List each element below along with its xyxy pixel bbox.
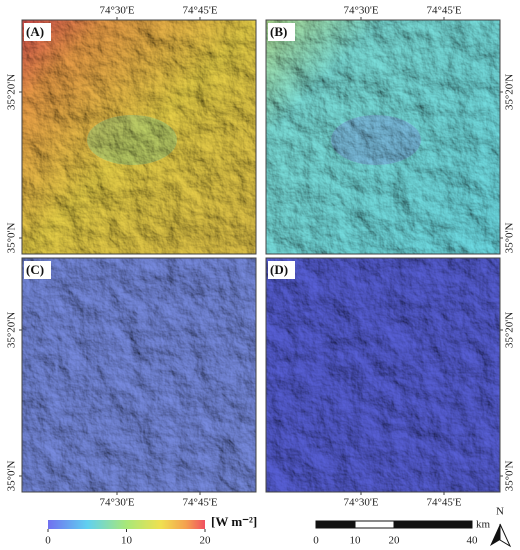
map-frame [21, 257, 257, 493]
map-frame [21, 19, 257, 255]
lon-label: 74°45'E [182, 5, 217, 17]
lon-label: 74°45'E [182, 497, 217, 509]
scale-segment [393, 520, 473, 529]
lat-label: 35°0'N [6, 461, 18, 492]
lat-label: 35°0'N [6, 223, 18, 254]
lat-label: 35°20'N [504, 74, 516, 110]
panel-label-box [24, 23, 51, 41]
panel-label: (C) [26, 262, 44, 277]
lat-label: 35°20'N [504, 312, 516, 348]
colorbar [48, 520, 205, 529]
maps: (A) (B) (C) (D) [21, 19, 501, 493]
lat-label: 35°20'N [6, 74, 18, 110]
panel-label-box [268, 23, 295, 41]
scale-segment [315, 520, 356, 529]
map-surface [87, 115, 177, 165]
lat-label: 35°0'N [504, 461, 516, 492]
scale-tick-label: 40 [467, 535, 479, 547]
map-panel: (B) [265, 19, 501, 255]
map-panel: (A) [21, 19, 257, 255]
panel-label: (B) [270, 24, 287, 39]
lon-label: 74°45'E [426, 497, 461, 509]
colorbar-tick-label: 20 [200, 535, 212, 547]
colorbar-unit: [W m⁻²] [211, 514, 257, 529]
panel-label: (A) [26, 24, 44, 39]
north-arrow [490, 523, 512, 548]
map-panel: (C) [21, 257, 257, 493]
lon-label: 74°30'E [343, 497, 378, 509]
colorbar-tick-label: 0 [45, 535, 51, 547]
lon-label: 74°30'E [343, 5, 378, 17]
map-surface [266, 258, 500, 492]
north-label: N [496, 506, 504, 518]
lon-label: 74°45'E [426, 5, 461, 17]
map-frame [265, 257, 501, 493]
colorbar-tick-label: 10 [121, 535, 133, 547]
map-frame [265, 19, 501, 255]
map-surface [22, 258, 256, 492]
panel-label-box [268, 261, 295, 279]
lon-label: 74°30'E [99, 5, 134, 17]
scale-unit: km [476, 519, 491, 531]
lat-label: 35°0'N [504, 223, 516, 254]
scale-tick-label: 0 [313, 535, 319, 547]
lat-label: 35°20'N [6, 312, 18, 348]
map-panel: (D) [265, 257, 501, 493]
panel-label-box [24, 261, 51, 279]
scale-segment [354, 520, 395, 529]
panel-label: (D) [270, 262, 288, 277]
scale-tick-label: 20 [389, 535, 401, 547]
lon-label: 74°30'E [99, 497, 134, 509]
map-surface [331, 115, 421, 165]
scale-tick-label: 10 [350, 535, 362, 547]
